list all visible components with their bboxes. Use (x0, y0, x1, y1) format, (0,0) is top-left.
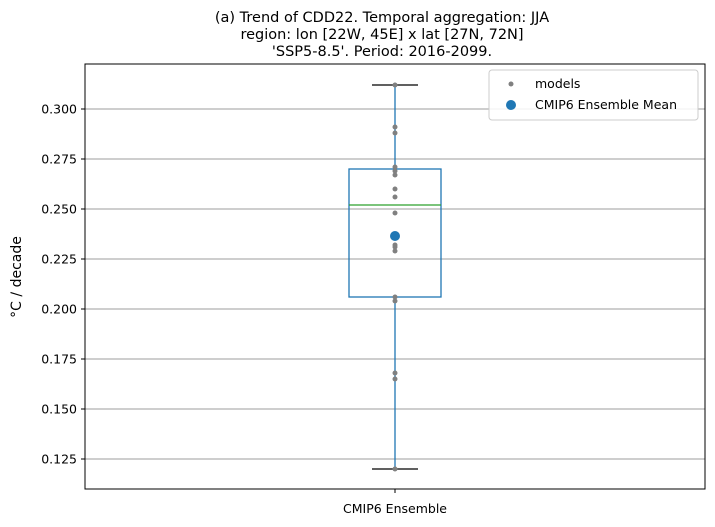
legend-marker-models (508, 81, 514, 87)
legend-label-models: models (535, 76, 580, 91)
y-tick-label: 0.175 (41, 352, 77, 367)
model-point (392, 82, 398, 88)
legend-frame (488, 69, 699, 121)
y-tick-label: 0.300 (41, 102, 77, 117)
model-point (392, 244, 398, 250)
model-point (392, 298, 398, 304)
model-point (392, 172, 398, 178)
model-point (392, 186, 398, 192)
model-point (392, 370, 398, 376)
legend-marker-mean (506, 100, 516, 110)
x-axis: CMIP6 Ensemble (343, 489, 447, 516)
model-point (392, 294, 398, 300)
ensemble-mean-point (390, 231, 400, 241)
model-point (392, 466, 398, 472)
model-point (392, 168, 398, 174)
y-tick-label: 0.250 (41, 202, 77, 217)
model-point (392, 248, 398, 254)
chart-title: (a) Trend of CDD22. Temporal aggregation… (215, 10, 549, 60)
title-line-1: (a) Trend of CDD22. Temporal aggregation… (215, 10, 549, 26)
legend-label-mean: CMIP6 Ensemble Mean (535, 97, 677, 112)
legend: models CMIP6 Ensemble Mean (488, 69, 699, 121)
model-point (392, 130, 398, 136)
y-tick-label: 0.150 (41, 402, 77, 417)
model-point (392, 164, 398, 170)
model-point (392, 376, 398, 382)
y-axis: 0.125 0.150 0.175 0.200 0.225 0.250 0.275 0.300 (41, 102, 85, 467)
y-axis-label: °C / decade (9, 236, 25, 318)
model-point (392, 194, 398, 200)
y-tick-label: 0.275 (41, 152, 77, 167)
x-tick-label: CMIP6 Ensemble (343, 501, 447, 516)
y-tick-label: 0.225 (41, 252, 77, 267)
title-line-2: region: lon [22W, 45E] x lat [27N, 72N] (240, 27, 523, 43)
y-tick-label: 0.200 (41, 302, 77, 317)
model-point (392, 124, 398, 130)
plot-area (348, 82, 442, 472)
title-line-3: 'SSP5-8.5'. Period: 2016-2099. (272, 44, 492, 60)
y-tick-label: 0.125 (41, 452, 77, 467)
model-point (392, 210, 398, 216)
